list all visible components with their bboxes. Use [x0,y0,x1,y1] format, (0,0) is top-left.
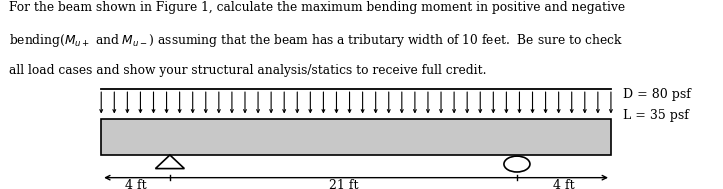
Text: 4 ft: 4 ft [125,179,146,189]
Bar [101,119,611,155]
Text: L = 35 psf: L = 35 psf [623,109,689,122]
Text: For the beam shown in Figure 1, calculate the maximum bending moment in positive: For the beam shown in Figure 1, calculat… [9,1,625,14]
Text: 21 ft: 21 ft [329,179,358,189]
Polygon shape [155,155,184,169]
Text: D = 80 psf: D = 80 psf [623,88,691,101]
Ellipse shape [504,156,530,172]
Text: bending($M_{u+}$ and $M_{u-}$) assuming that the beam has a tributary width of 1: bending($M_{u+}$ and $M_{u-}$) assuming … [9,32,623,49]
Text: all load cases and show your structural analysis/statics to receive full credit.: all load cases and show your structural … [9,64,486,77]
Text: 4 ft: 4 ft [553,179,575,189]
